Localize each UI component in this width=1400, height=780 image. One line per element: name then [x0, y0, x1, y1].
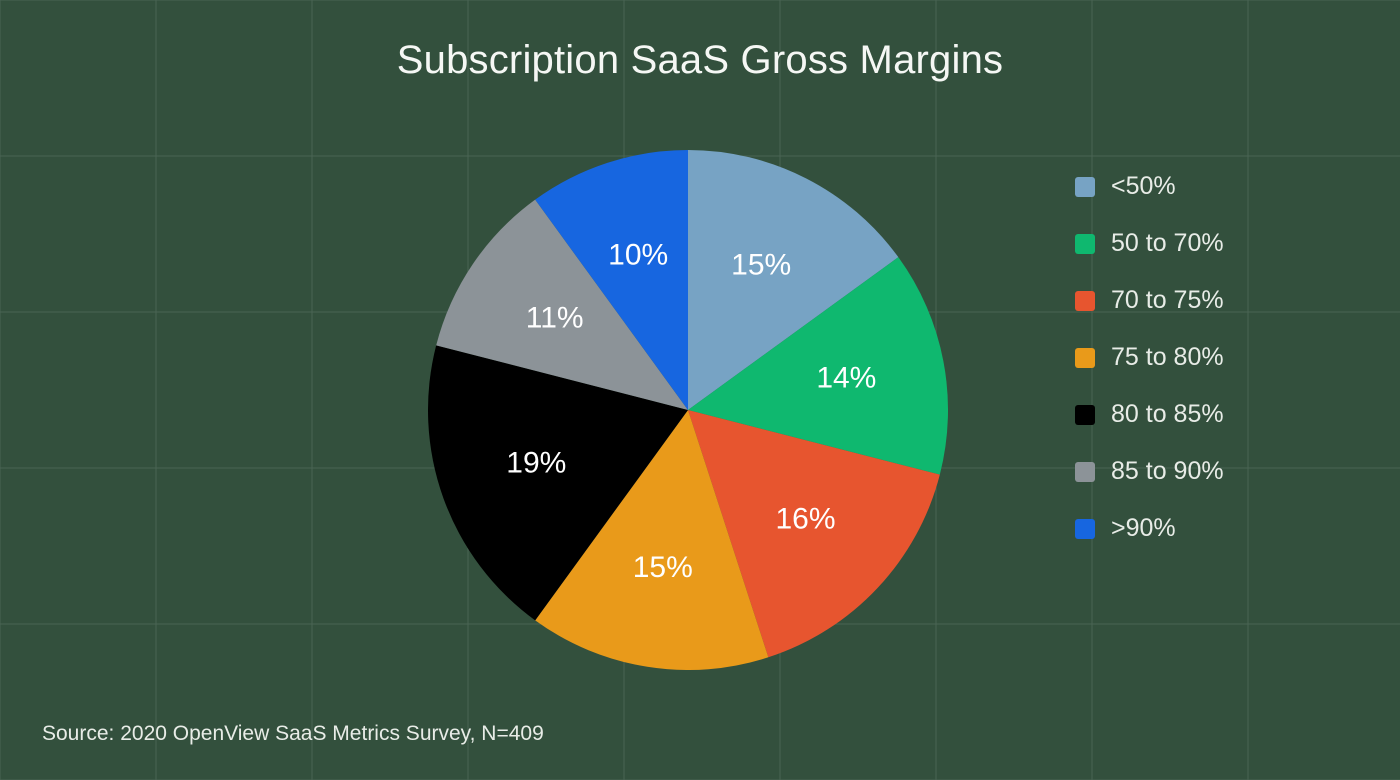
legend-item: 75 to 80%	[1075, 343, 1224, 372]
legend-item: 85 to 90%	[1075, 457, 1224, 486]
legend-item: 50 to 70%	[1075, 229, 1224, 258]
chart-canvas: Subscription SaaS Gross Margins 15% 14% 16…	[0, 0, 1400, 780]
legend-label: >90%	[1111, 514, 1176, 543]
legend-label: 75 to 80%	[1111, 343, 1224, 372]
legend-item: <50%	[1075, 172, 1224, 201]
legend-label: 85 to 90%	[1111, 457, 1224, 486]
pie-svg: 15% 14% 16% 15% 19% 11% 10%	[428, 150, 948, 670]
legend-label: 50 to 70%	[1111, 229, 1224, 258]
pie-slice-label: 14%	[816, 362, 876, 395]
legend-swatch	[1075, 405, 1095, 425]
pie-slice-label: 15%	[633, 551, 693, 584]
legend-item: >90%	[1075, 514, 1224, 543]
pie-slice-label: 15%	[731, 248, 791, 281]
legend-label: <50%	[1111, 172, 1176, 201]
pie-slice-label: 19%	[506, 447, 566, 480]
legend: <50% 50 to 70% 70 to 75% 75 to 80% 80 to 85%…	[1075, 172, 1224, 543]
pie-chart: 15% 14% 16% 15% 19% 11% 10%	[428, 150, 948, 670]
legend-swatch	[1075, 462, 1095, 482]
legend-label: 80 to 85%	[1111, 400, 1224, 429]
legend-swatch	[1075, 177, 1095, 197]
legend-swatch	[1075, 348, 1095, 368]
legend-item: 70 to 75%	[1075, 286, 1224, 315]
pie-slice-label: 10%	[608, 239, 668, 272]
pie-slice-label: 16%	[775, 502, 835, 535]
chart-title: Subscription SaaS Gross Margins	[0, 38, 1400, 83]
legend-item: 80 to 85%	[1075, 400, 1224, 429]
legend-swatch	[1075, 291, 1095, 311]
legend-label: 70 to 75%	[1111, 286, 1224, 315]
source-caption: Source: 2020 OpenView SaaS Metrics Surve…	[42, 722, 544, 746]
pie-slice-label: 11%	[526, 301, 584, 334]
legend-swatch	[1075, 519, 1095, 539]
legend-swatch	[1075, 234, 1095, 254]
